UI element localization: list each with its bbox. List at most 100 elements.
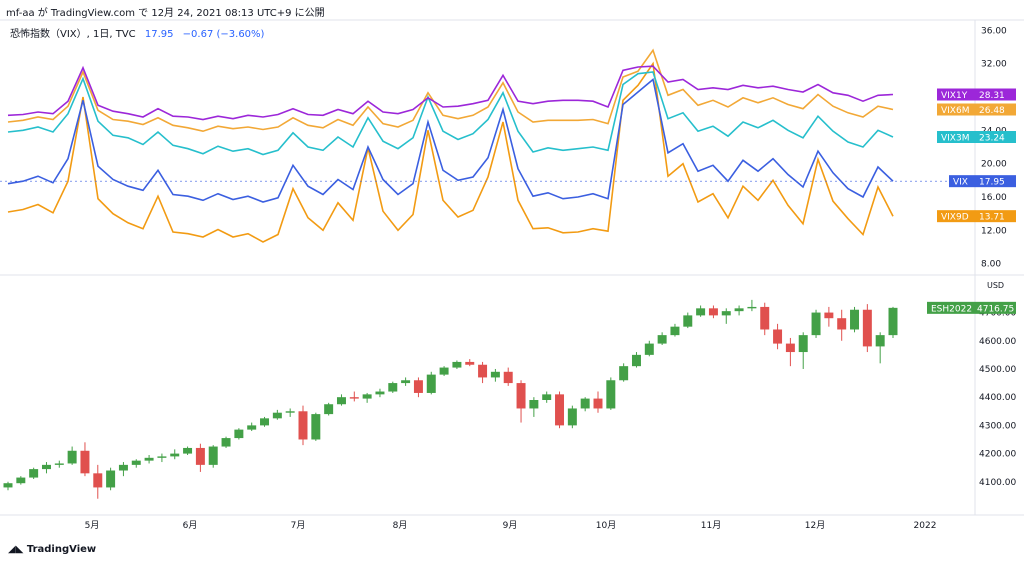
series-value-tag <box>975 210 1016 223</box>
series-name-text: VIX3M <box>941 134 969 144</box>
candle-body <box>439 367 449 375</box>
series-value-text: 26.48 <box>979 106 1005 116</box>
es-y-tick: 4300.00 <box>979 421 1016 431</box>
candle <box>529 397 539 417</box>
candle-body <box>388 383 398 392</box>
candle <box>131 459 141 468</box>
candle-body <box>16 477 26 484</box>
candle <box>388 381 398 393</box>
candle <box>657 332 667 345</box>
candle-body <box>324 404 334 415</box>
x-tick-label: 2022 <box>914 521 937 531</box>
candle-body <box>285 411 295 413</box>
x-tick-label: 10月 <box>596 520 616 531</box>
candle <box>760 302 770 336</box>
candle-body <box>644 343 654 355</box>
vix-pane: 36.0032.0028.0024.0020.0016.0012.008.00V… <box>0 26 1016 270</box>
candle-body <box>503 371 513 384</box>
candle-body <box>593 398 603 409</box>
series-value-tag <box>975 175 1016 188</box>
series-label-vix3m: VIX3M 23.24 <box>937 131 1016 144</box>
candle <box>747 299 757 312</box>
es-name-text: ESH2022 <box>931 304 972 314</box>
candle-body <box>555 394 565 426</box>
candle <box>837 309 847 341</box>
candle <box>503 367 513 386</box>
x-tick-label: 6月 <box>183 520 198 531</box>
candle-body <box>413 380 423 393</box>
publish-caption: mf-aa が TradingView.com で 12月 24, 2021 0… <box>6 8 325 19</box>
candle-body <box>106 470 116 488</box>
x-tick-label: 7月 <box>291 520 306 531</box>
candle-body <box>734 308 744 312</box>
candle <box>773 323 783 350</box>
candle-body <box>298 411 308 440</box>
candle <box>221 436 231 448</box>
candle <box>362 392 372 403</box>
series-name-text: VIX9D <box>941 213 969 223</box>
candle-body <box>272 412 282 419</box>
candle-body <box>221 438 231 447</box>
candle <box>567 405 577 429</box>
legend-change: −0.67 (−3.60%) <box>182 29 265 40</box>
candle <box>426 371 436 395</box>
es-value-text: 4716.75 <box>977 304 1014 314</box>
series-line-vix9d <box>7 61 894 243</box>
series-value-tag <box>975 103 1016 116</box>
candle <box>555 391 565 429</box>
candle <box>811 309 821 338</box>
candle-body <box>260 418 270 426</box>
candle-body <box>144 457 154 461</box>
candle <box>413 377 423 398</box>
candle-body <box>67 450 77 464</box>
candle-body <box>811 312 821 336</box>
legend-last-value: 17.95 <box>144 29 174 40</box>
candle-body <box>54 463 64 465</box>
candle <box>516 380 526 423</box>
vix-y-tick: 12.00 <box>981 226 1007 236</box>
candle <box>619 363 629 382</box>
candle <box>785 337 795 367</box>
series-line-vix1y <box>7 65 894 121</box>
candle <box>3 481 13 491</box>
candle <box>888 306 898 338</box>
x-tick-label: 8月 <box>393 520 408 531</box>
candle-body <box>785 343 795 353</box>
candle-body <box>157 456 167 458</box>
candle <box>29 467 39 479</box>
candle-body <box>721 311 731 316</box>
candle <box>170 449 180 460</box>
candle-body <box>183 447 193 454</box>
candle <box>324 402 334 416</box>
series-value-tag <box>975 88 1016 101</box>
legend-title: 恐怖指数（VIX）, 1日, TVC <box>10 29 136 40</box>
series-value-text: 17.95 <box>979 178 1005 188</box>
candle <box>311 412 321 441</box>
candle <box>272 409 282 420</box>
candle <box>683 312 693 329</box>
candle <box>631 352 641 368</box>
unit-label: USD <box>987 281 1004 290</box>
candle <box>298 405 308 446</box>
candle-body <box>93 473 103 488</box>
candle-body <box>708 308 718 316</box>
series-value-text: 13.71 <box>979 213 1005 223</box>
series-name-tag <box>937 88 975 101</box>
candle <box>798 332 808 369</box>
candle <box>375 388 385 398</box>
candle-body <box>529 400 539 409</box>
candle <box>260 416 270 427</box>
candle-body <box>631 354 641 367</box>
candle <box>490 368 500 382</box>
candle <box>670 323 680 337</box>
candle-body <box>465 361 475 365</box>
es-y-tick: 4200.00 <box>979 450 1016 460</box>
series-name-tag <box>937 103 975 116</box>
vix-y-tick: 20.00 <box>981 160 1007 170</box>
candle <box>247 422 257 432</box>
tradingview-logo: ◢◣ TradingView <box>8 544 96 555</box>
candle <box>144 455 154 464</box>
es-y-tick: 4100.00 <box>979 478 1016 488</box>
logo-text: TradingView <box>26 544 97 555</box>
